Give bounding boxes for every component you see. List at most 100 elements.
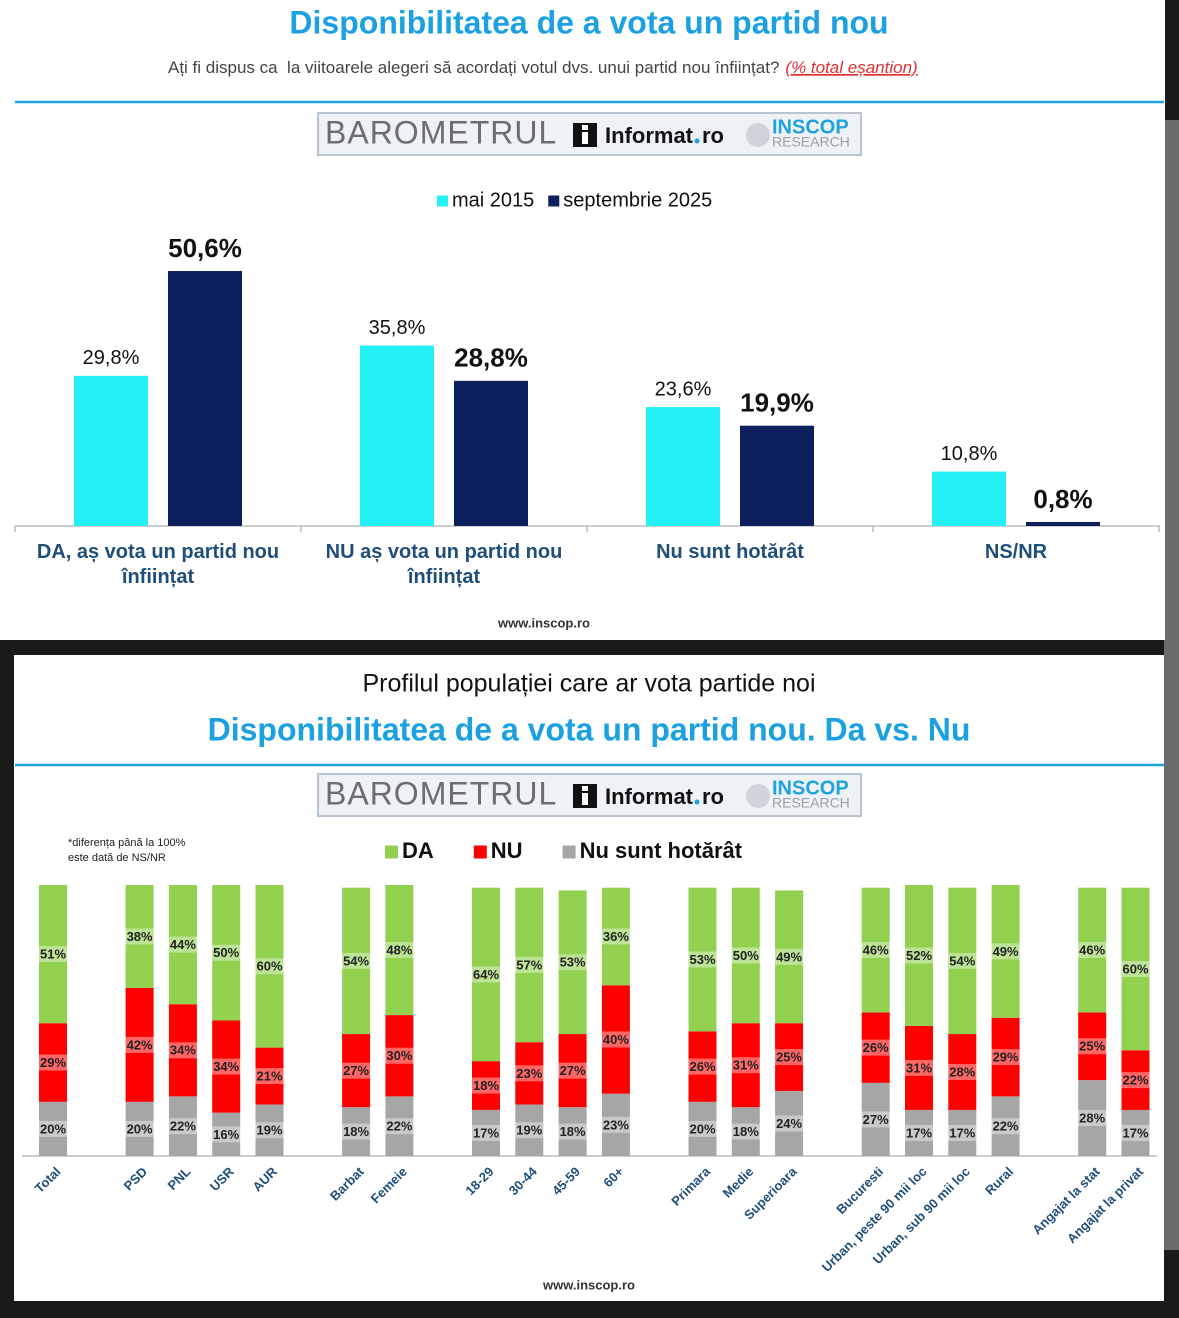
bar-segment xyxy=(342,1107,371,1156)
value-label-box xyxy=(859,942,892,959)
value-label: 19,9% xyxy=(740,388,814,418)
value-label-box xyxy=(1119,1124,1152,1141)
value-label-box xyxy=(383,1047,416,1064)
value-label: 28,8% xyxy=(454,343,528,373)
chart-title: Disponibilitatea de a vota un partid nou xyxy=(289,4,888,40)
value-label-box xyxy=(383,942,416,959)
value-label-box xyxy=(340,1062,373,1079)
bar-segment xyxy=(385,885,414,1016)
bar-segment xyxy=(168,1096,197,1156)
value-label: 53% xyxy=(689,952,715,967)
value-label-box xyxy=(773,948,806,965)
source: www.inscop.ro xyxy=(542,1277,635,1292)
bar-segment xyxy=(948,1109,977,1156)
value-label: 57% xyxy=(516,957,542,972)
x-tick-label: Nu sunt hotărât xyxy=(656,541,804,563)
value-label: 60% xyxy=(1122,961,1148,976)
value-label: 50% xyxy=(213,945,239,960)
value-label-box xyxy=(686,1120,719,1137)
bar-segment xyxy=(125,1101,154,1156)
value-label: 49% xyxy=(776,949,802,964)
value-label: 17% xyxy=(473,1125,499,1140)
value-label-box xyxy=(729,947,762,964)
value-label: 50,6% xyxy=(168,233,242,263)
value-label: 23% xyxy=(516,1066,542,1081)
value-label-box xyxy=(599,1116,632,1133)
bar-segment xyxy=(472,1109,500,1156)
value-label: 38% xyxy=(127,929,153,944)
bar-segment xyxy=(1078,1012,1107,1081)
bar-segment xyxy=(342,1034,371,1108)
value-label: 25% xyxy=(1079,1039,1105,1054)
value-label-box xyxy=(166,1118,199,1135)
value-label: 19% xyxy=(516,1123,542,1138)
bar-segment xyxy=(515,1104,544,1156)
logo-dot xyxy=(694,799,700,805)
bar-segment xyxy=(515,1042,544,1105)
bar-segment xyxy=(1078,887,1107,1013)
value-label: 31% xyxy=(906,1060,932,1075)
value-label-box xyxy=(470,1124,502,1141)
bar-segment xyxy=(688,887,717,1032)
value-label-box xyxy=(37,946,69,963)
value-label: 34% xyxy=(170,1043,196,1058)
value-label: 20% xyxy=(40,1121,66,1136)
value-label-box xyxy=(340,952,373,969)
value-label: 19% xyxy=(256,1123,282,1138)
bar xyxy=(1026,521,1100,526)
value-label-box xyxy=(903,1124,935,1141)
bar xyxy=(740,425,814,526)
right-edge xyxy=(1164,120,1179,1250)
value-label: 18% xyxy=(343,1124,369,1139)
bar-segment xyxy=(775,890,804,1024)
value-label: 35,8% xyxy=(369,317,426,339)
logo-brand: Informat xyxy=(605,123,694,148)
value-label: 29% xyxy=(40,1055,66,1070)
value-label-box xyxy=(946,1124,979,1141)
bar-segment xyxy=(905,1025,933,1110)
value-label-box xyxy=(166,936,199,953)
value-label: 31% xyxy=(733,1058,759,1073)
bar-segment xyxy=(212,885,241,1021)
value-label-box xyxy=(513,1122,546,1139)
value-label-box xyxy=(729,1057,762,1074)
x-tick-label: NS/NR xyxy=(984,541,1048,563)
value-label: 42% xyxy=(127,1037,153,1052)
value-label: 10,8% xyxy=(941,443,998,465)
bar-segment xyxy=(731,887,760,1024)
value-label-box xyxy=(383,1118,416,1135)
bar-segment xyxy=(212,1112,241,1156)
value-label-box xyxy=(123,1120,156,1137)
value-label-box xyxy=(773,1049,806,1066)
bar-segment xyxy=(168,1004,197,1097)
note: *diferența până la 100% xyxy=(68,837,186,849)
value-label-box xyxy=(470,1077,502,1094)
value-label: 28% xyxy=(949,1064,975,1079)
value-label: 48% xyxy=(386,942,412,957)
logo-dot xyxy=(694,138,700,144)
value-label: 30% xyxy=(386,1048,412,1063)
value-label-box xyxy=(166,1042,199,1059)
bar-segment xyxy=(125,885,154,988)
source: www.inscop.ro xyxy=(497,615,590,630)
value-label: 54% xyxy=(343,953,369,968)
bar-segment xyxy=(731,1023,760,1108)
bar-segment xyxy=(601,985,630,1094)
value-label-box xyxy=(123,928,156,945)
bar-segment xyxy=(991,1017,1020,1097)
supertitle: Profilul populației care ar vota partide… xyxy=(362,670,815,698)
bar-segment xyxy=(905,885,933,1026)
note: este dată de NS/NR xyxy=(68,852,166,864)
bar-segment xyxy=(1121,1050,1150,1110)
logo-partner-sub: RESEARCH xyxy=(772,134,850,150)
bar-segment xyxy=(212,1020,241,1113)
value-label: 34% xyxy=(213,1059,239,1074)
value-label-box xyxy=(1076,1038,1109,1055)
bar-segment xyxy=(948,1034,977,1110)
subtitle: Ați fi dispus ca la viitoarele alegeri s… xyxy=(168,58,918,77)
bar-segment xyxy=(385,1015,414,1097)
value-label-box xyxy=(686,1058,719,1075)
value-label: 28% xyxy=(1079,1110,1105,1125)
